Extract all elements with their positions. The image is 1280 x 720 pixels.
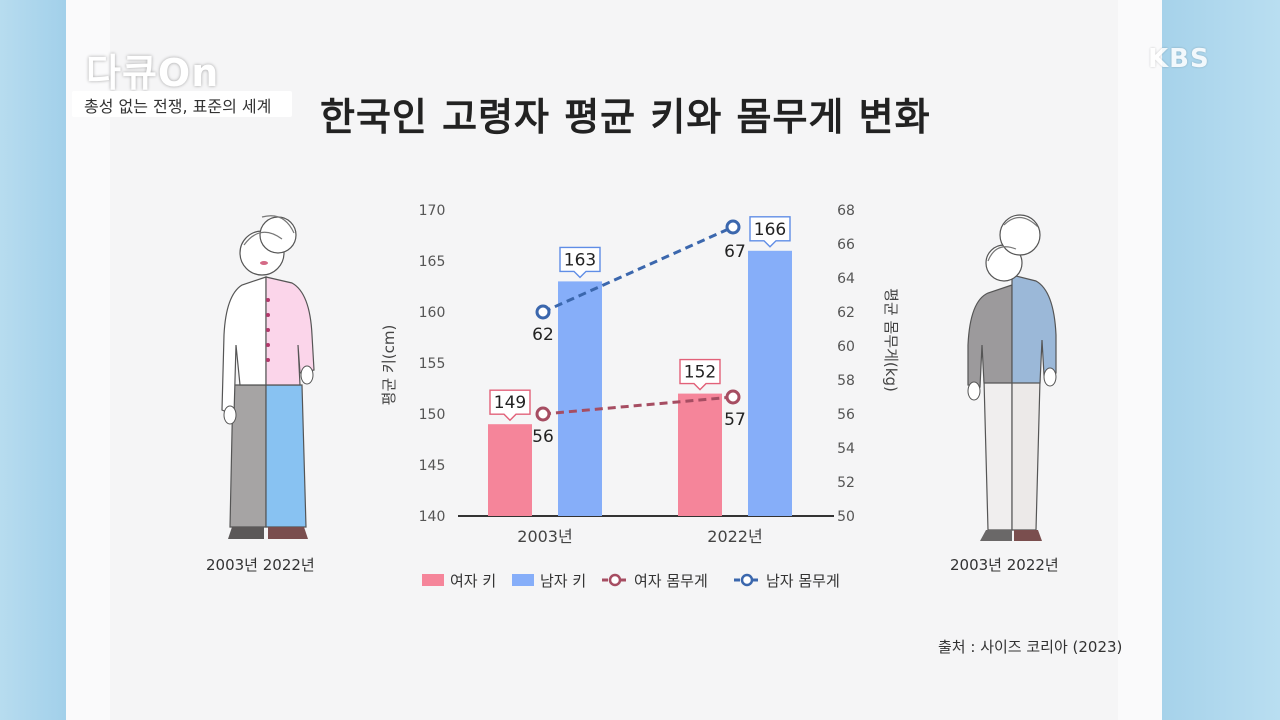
right-axis-tick-label: 58 — [837, 373, 855, 389]
right-axis-tick-label: 52 — [837, 475, 855, 491]
chart-title: 한국인 고령자 평균 키와 몸무게 변화 — [320, 95, 931, 139]
x-axis-category-label: 2022년 — [707, 527, 762, 546]
weight-value-label: 56 — [532, 427, 554, 447]
broadcaster-watermark: KBS — [1148, 44, 1210, 74]
bar-value-label: 163 — [564, 250, 596, 270]
right-axis-tick-label: 56 — [837, 407, 855, 423]
panel-left-edge — [66, 0, 110, 720]
right-background-strip — [1160, 0, 1280, 720]
left-axis-tick-label: 165 — [419, 254, 446, 270]
legend-swatch — [512, 574, 534, 586]
left-axis-tick-label: 155 — [419, 356, 446, 372]
bar-value-label: 166 — [754, 220, 786, 240]
right-axis-tick-label: 66 — [837, 237, 855, 253]
bar-value-callout — [559, 246, 601, 279]
bar-value-callout — [749, 216, 791, 248]
legend-marker — [608, 573, 622, 587]
source-note: 출처 : 사이즈 코리아 (2023) — [938, 638, 1123, 656]
right-axis-label: 평균 몸무게(kg) — [882, 288, 900, 392]
right-axis-tick-label: 54 — [837, 441, 855, 457]
weight-value-label: 67 — [724, 242, 746, 262]
man-years-label: 2003년 2022년 — [950, 556, 1059, 574]
weight-point-male — [725, 219, 741, 235]
bar-value-callout — [489, 389, 531, 422]
legend-swatch — [422, 574, 444, 586]
elderly-woman-illustration — [221, 215, 315, 539]
legend-label: 여자 키 — [450, 572, 496, 590]
left-axis-tick-label: 160 — [419, 305, 446, 321]
left-axis-tick-label: 170 — [419, 203, 446, 219]
right-axis-tick-label: 64 — [837, 271, 855, 287]
panel-right-edge — [1118, 0, 1162, 720]
bar-male-height — [558, 281, 602, 516]
x-axis-category-label: 2003년 — [517, 527, 572, 546]
weight-value-label: 57 — [724, 410, 746, 430]
weight-value-label: 62 — [532, 325, 554, 345]
woman-years-label: 2003년 2022년 — [206, 556, 315, 574]
weight-line-female — [542, 395, 734, 416]
weight-point-female — [535, 406, 551, 422]
legend-label: 여자 몸무게 — [634, 572, 708, 590]
left-background-strip — [0, 0, 66, 720]
left-axis-label: 평균 키(cm) — [380, 325, 398, 406]
legend-label: 남자 키 — [540, 572, 586, 590]
right-axis-tick-label: 68 — [837, 203, 855, 219]
weight-point-male — [535, 304, 551, 320]
right-axis-tick-label: 62 — [837, 305, 855, 321]
subtitle-box — [72, 91, 292, 117]
bar-value-label: 152 — [684, 363, 716, 383]
bar-female-height — [678, 393, 722, 516]
left-axis-tick-label: 140 — [419, 509, 446, 525]
weight-line-male — [542, 225, 734, 314]
left-axis-tick-label: 150 — [419, 407, 446, 423]
left-axis-tick-label: 145 — [419, 458, 446, 474]
bar-female-height — [488, 424, 532, 516]
height-weight-chart: 140 145 150 155 160 165 170 50 52 54 56 58 60 62 64 66 6… — [380, 203, 900, 590]
channel-logo: 다큐On — [86, 51, 220, 95]
program-subtitle: 총성 없는 전쟁, 표준의 세계 — [84, 97, 272, 116]
legend-label: 남자 몸무게 — [766, 572, 840, 590]
weight-point-female — [725, 389, 741, 405]
right-axis-tick-label: 60 — [837, 339, 855, 355]
bar-male-height — [748, 250, 792, 517]
legend-marker — [740, 573, 754, 587]
right-axis-tick-label: 50 — [837, 509, 855, 525]
bar-value-callout — [679, 358, 721, 391]
elderly-man-illustration — [967, 214, 1057, 541]
bar-value-label: 149 — [494, 393, 526, 413]
